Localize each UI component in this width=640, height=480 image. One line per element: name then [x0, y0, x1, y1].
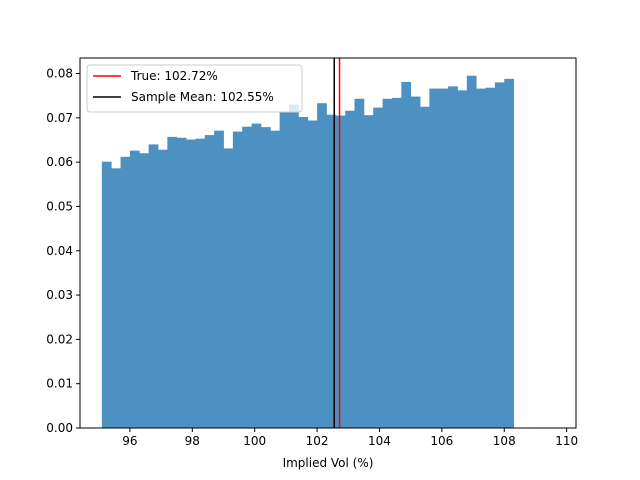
- histogram-bar: [429, 88, 440, 428]
- histogram-bar: [251, 123, 262, 428]
- y-tick-label: 0.05: [46, 199, 73, 213]
- histogram-bar: [354, 98, 365, 429]
- x-tick-label: 98: [185, 434, 200, 448]
- histogram-bar: [298, 116, 309, 429]
- y-tick-label: 0.03: [46, 288, 73, 302]
- histogram-bar: [260, 127, 271, 428]
- histogram-bar: [242, 126, 252, 429]
- histogram-bar: [438, 88, 449, 428]
- y-tick-label: 0.01: [46, 377, 73, 391]
- histogram-bar: [391, 97, 402, 428]
- x-tick-label: 106: [430, 434, 453, 448]
- histogram-bar: [448, 86, 458, 429]
- histogram-bar: [176, 137, 187, 428]
- histogram-bar: [139, 153, 150, 428]
- histogram-bars: [101, 75, 515, 429]
- histogram-bar: [195, 138, 206, 428]
- histogram-bar: [157, 149, 168, 428]
- x-tick-label: 104: [368, 434, 391, 448]
- x-tick-label: 110: [555, 434, 578, 448]
- histogram-bar: [186, 139, 196, 428]
- x-tick-label: 108: [493, 434, 516, 448]
- x-tick-label: 96: [122, 434, 137, 448]
- histogram-bar: [289, 104, 299, 428]
- y-tick-label: 0.08: [46, 67, 73, 81]
- x-axis-ticks: 96 98 100 102 104 106 108 110: [122, 428, 578, 448]
- x-axis-label: Implied Vol (%): [283, 456, 374, 470]
- histogram-bar: [485, 87, 496, 428]
- histogram-bar: [494, 82, 505, 429]
- histogram-bar: [148, 144, 159, 428]
- y-tick-label: 0.06: [46, 155, 73, 169]
- y-tick-label: 0.04: [46, 244, 73, 258]
- histogram-bar: [504, 78, 515, 428]
- histogram-bar: [457, 90, 468, 428]
- histogram-bar: [204, 135, 215, 428]
- y-tick-label: 0.00: [46, 421, 73, 435]
- histogram-bar: [214, 130, 224, 429]
- histogram-bar: [476, 88, 486, 428]
- y-axis-ticks: 0.00 0.01 0.02 0.03 0.04 0.05 0.06 0.07 0.08: [46, 67, 80, 435]
- x-tick-label: 100: [243, 434, 266, 448]
- histogram-bar: [317, 103, 327, 428]
- legend: True: 102.72% Sample Mean: 102.55%: [86, 64, 303, 113]
- histogram-bar: [420, 106, 430, 429]
- histogram-bar: [101, 161, 112, 428]
- y-tick-label: 0.02: [46, 332, 73, 346]
- histogram-bar: [363, 115, 374, 428]
- histogram-bar: [373, 107, 383, 428]
- histogram-bar: [335, 115, 346, 428]
- histogram-bar: [326, 114, 337, 428]
- histogram-bar: [120, 156, 131, 428]
- histogram-bar: [279, 112, 290, 428]
- x-tick-label: 102: [306, 434, 329, 448]
- histogram-bar: [466, 75, 477, 428]
- histogram-bar: [307, 120, 318, 428]
- histogram-bar: [270, 130, 281, 429]
- histogram-bar: [111, 168, 121, 428]
- plot-area-frame: [79, 57, 577, 429]
- histogram-bar: [410, 96, 421, 429]
- histogram-bar: [129, 150, 140, 429]
- legend-box: [86, 64, 303, 113]
- legend-label-sample-mean: Sample Mean: 102.55%: [131, 90, 274, 104]
- reference-lines: [333, 58, 341, 428]
- histogram-bar: [223, 148, 234, 428]
- histogram-bar: [167, 136, 178, 428]
- histogram-bar: [232, 131, 243, 428]
- y-tick-label: 0.07: [46, 111, 73, 125]
- histogram-bar: [382, 98, 393, 429]
- legend-label-true: True: 102.72%: [130, 69, 218, 83]
- histogram-bar: [345, 110, 355, 428]
- histogram-bar: [401, 81, 412, 429]
